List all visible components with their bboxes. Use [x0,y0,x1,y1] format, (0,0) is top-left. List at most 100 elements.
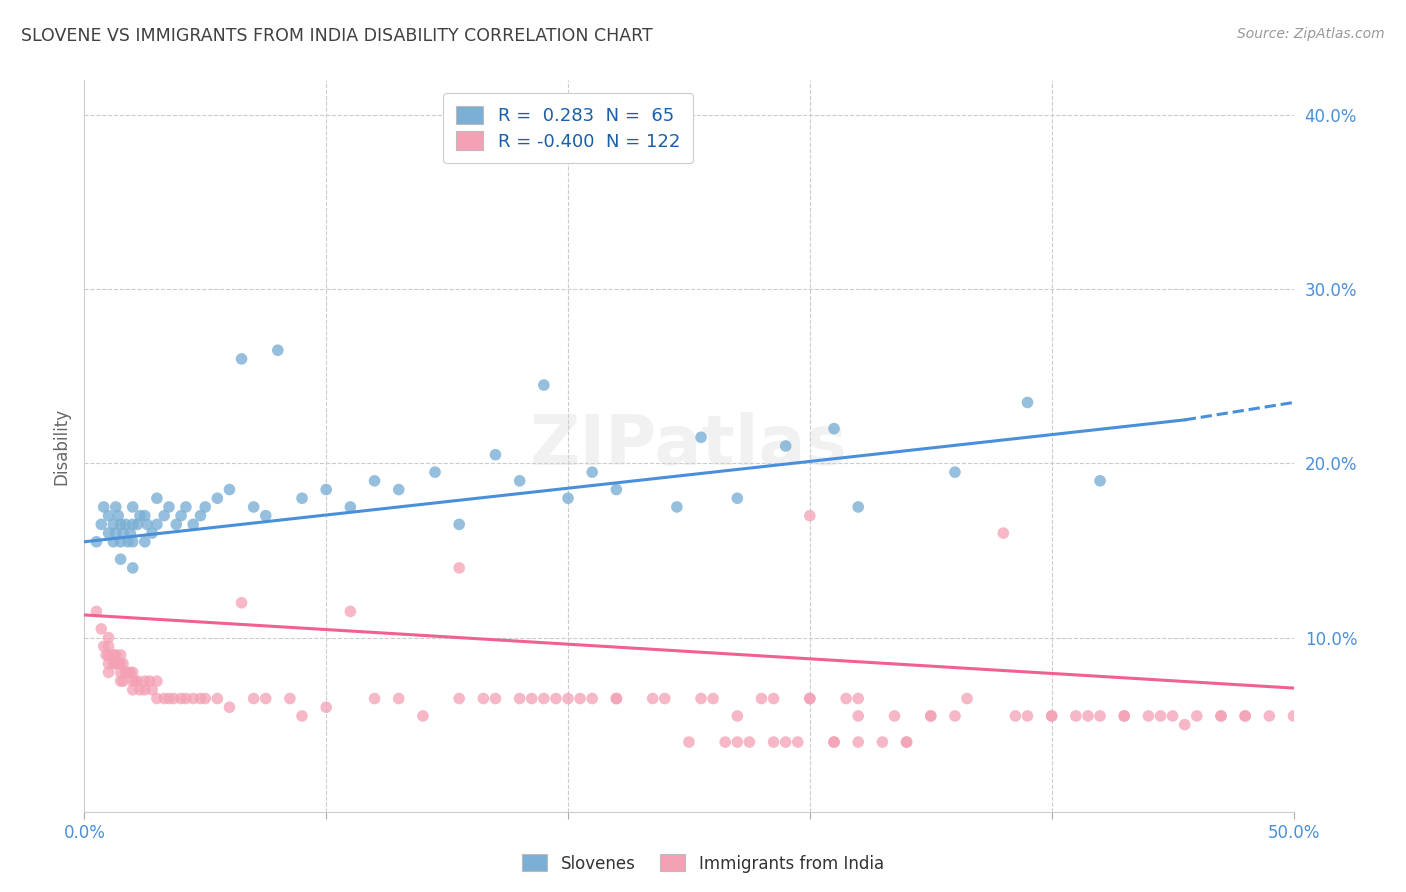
Point [775,439,797,453]
Point [110,665,132,680]
Point [103,648,125,662]
Point [1088,474,1111,488]
Point [423,465,446,479]
Point [218,700,240,714]
Point [110,552,132,566]
Point [194,691,217,706]
Point [702,691,724,706]
Point [174,500,197,514]
Point [533,691,555,706]
Point [956,691,979,706]
Point [1040,709,1063,723]
Point [165,517,187,532]
Point [557,691,579,706]
Point [90,622,112,636]
Point [153,508,176,523]
Point [1004,709,1026,723]
Point [665,500,688,514]
Point [846,500,869,514]
Point [278,691,301,706]
Point [134,674,156,689]
Point [242,500,264,514]
Point [121,682,143,697]
Point [114,517,136,532]
Point [605,691,627,706]
Point [207,491,229,506]
Point [97,665,120,680]
Text: ZIPatlas: ZIPatlas [530,412,848,480]
Point [823,735,845,749]
Point [174,691,197,706]
Point [1077,709,1099,723]
Point [339,604,361,618]
Point [129,508,152,523]
Point [114,665,136,680]
Point [97,631,120,645]
Point [605,483,627,497]
Point [134,508,156,523]
Point [1234,709,1257,723]
Point [993,526,1015,541]
Point [291,491,314,506]
Point [775,735,797,749]
Point [449,517,471,532]
Point [920,709,942,723]
Point [690,691,713,706]
Point [725,491,748,506]
Point [315,700,337,714]
Point [104,526,127,541]
Point [242,691,264,706]
Point [1137,709,1160,723]
Point [943,709,966,723]
Point [110,648,132,662]
Point [533,378,555,392]
Point [920,709,942,723]
Point [181,517,204,532]
Point [103,517,125,532]
Point [1209,709,1232,723]
Point [823,421,845,435]
Point [121,674,143,689]
Point [190,508,212,523]
Point [134,682,156,697]
Point [520,691,543,706]
Point [762,691,785,706]
Point [581,691,603,706]
Point [751,691,773,706]
Point [725,709,748,723]
Point [146,491,169,506]
Point [93,500,115,514]
Point [823,735,845,749]
Point [943,465,966,479]
Point [412,709,434,723]
Point [799,691,821,706]
Point [1017,709,1039,723]
Point [896,735,918,749]
Point [484,691,506,706]
Point [121,534,143,549]
Point [1114,709,1136,723]
Point [112,674,135,689]
Point [94,648,117,662]
Point [339,500,361,514]
Point [121,561,143,575]
Point [762,735,785,749]
Point [738,735,761,749]
Point [363,691,385,706]
Point [509,474,531,488]
Point [136,517,159,532]
Point [104,500,127,514]
Point [388,483,411,497]
Point [641,691,664,706]
Point [127,517,149,532]
Point [117,665,139,680]
Point [163,691,186,706]
Point [315,483,337,497]
Point [509,691,531,706]
Point [110,674,132,689]
Point [1161,709,1184,723]
Point [97,508,120,523]
Point [799,691,821,706]
Point [1174,717,1197,731]
Point [1258,709,1281,723]
